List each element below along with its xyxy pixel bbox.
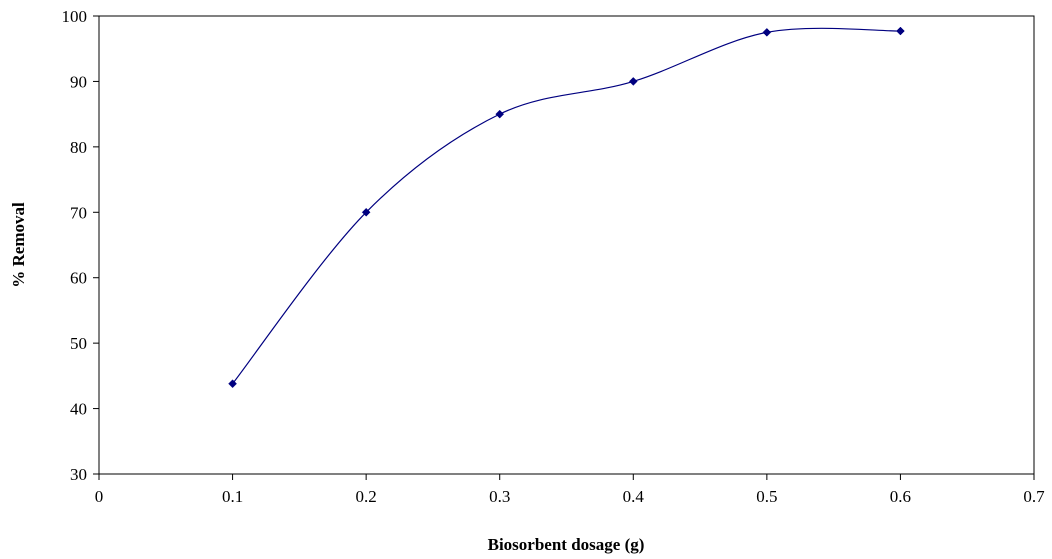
x-tick-label: 0.6: [890, 487, 911, 506]
data-point-marker: [361, 207, 371, 217]
x-tick-label: 0.2: [356, 487, 377, 506]
data-point-marker: [495, 109, 505, 119]
y-axis-ticks: 30 40 50 60 70 80 90 100: [62, 7, 99, 484]
y-tick-label: 100: [62, 7, 88, 26]
series-line: [232, 27, 901, 385]
x-tick-label: 0.4: [623, 487, 645, 506]
x-tick-label: 0.7: [1023, 487, 1045, 506]
x-axis-title: Biosorbent dosage (g): [488, 535, 645, 554]
data-point-marker: [762, 28, 772, 37]
y-tick-label: 60: [70, 269, 87, 288]
data-point-marker: [228, 379, 237, 389]
x-tick-label: 0.3: [489, 487, 510, 506]
y-axis-title: % Removal: [9, 202, 28, 288]
y-tick-label: 70: [70, 203, 87, 222]
x-tick-label: 0: [95, 487, 104, 506]
y-tick-label: 80: [70, 138, 87, 157]
x-tick-label: 0.5: [756, 487, 777, 506]
y-tick-label: 40: [70, 400, 87, 419]
y-tick-label: 90: [70, 72, 87, 91]
plot-area: [98, 15, 1035, 475]
y-tick-label: 30: [70, 465, 87, 484]
data-point-marker: [628, 77, 638, 86]
x-tick-label: 0.1: [222, 487, 243, 506]
data-points: [228, 26, 905, 389]
x-axis-ticks: 0 0.1 0.2 0.3 0.4 0.5 0.6 0.7: [95, 474, 1045, 506]
data-point-marker: [896, 26, 905, 36]
y-tick-label: 50: [70, 334, 87, 353]
